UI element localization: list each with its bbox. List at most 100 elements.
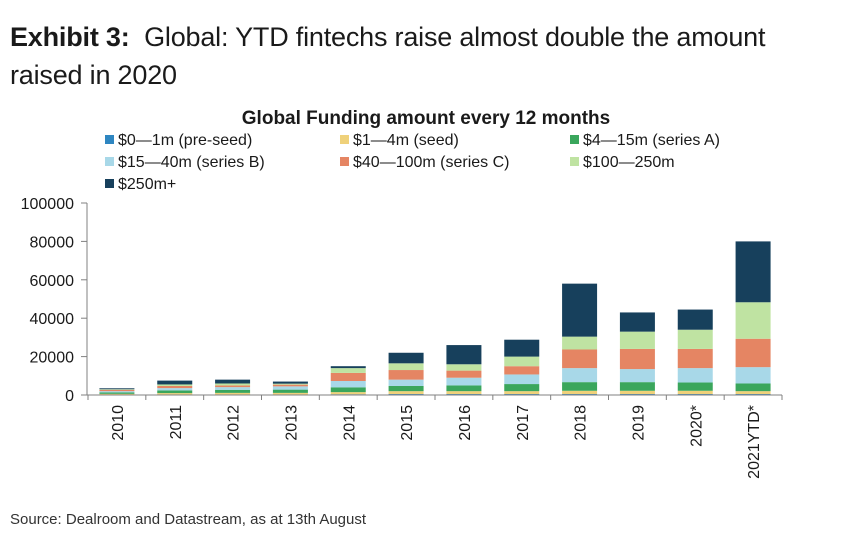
bar-segment xyxy=(330,368,366,373)
bar-segment xyxy=(677,309,713,330)
bar-segment xyxy=(388,385,424,392)
legend-swatch xyxy=(105,157,114,166)
bar-segment xyxy=(330,366,366,369)
chart-bars xyxy=(99,241,771,395)
y-tick-label: 80000 xyxy=(30,234,75,251)
legend-item: $1—4m (seed) xyxy=(340,132,459,149)
bar-segment xyxy=(619,348,655,370)
bar-segment xyxy=(157,384,193,386)
x-tick-label: 2013 xyxy=(283,405,300,441)
bar-segment xyxy=(272,383,308,385)
bar-segment xyxy=(562,349,598,369)
x-tick-label: 2016 xyxy=(457,405,474,441)
bar-segment xyxy=(504,339,540,357)
legend-item: $15—40m (series B) xyxy=(105,154,265,171)
bar-segment xyxy=(446,345,482,365)
x-tick-label: 2012 xyxy=(226,405,243,441)
legend-swatch xyxy=(570,157,579,166)
bar-segment xyxy=(388,379,424,386)
bar-stack xyxy=(677,309,713,395)
bar-segment xyxy=(215,387,251,390)
bar-segment xyxy=(388,352,424,364)
bar-segment xyxy=(562,390,598,395)
exhibit-heading: Exhibit 3: Global: YTD fintechs raise al… xyxy=(10,18,836,94)
x-tick-label: 2018 xyxy=(573,405,590,441)
bar-segment xyxy=(504,384,540,392)
legend-item: $40—100m (series C) xyxy=(340,154,510,171)
bar-segment xyxy=(272,384,308,387)
bar-segment xyxy=(562,382,598,391)
bar-segment xyxy=(99,391,135,393)
legend-label: $15—40m (series B) xyxy=(118,154,265,171)
bar-segment xyxy=(619,331,655,349)
y-tick-label: 60000 xyxy=(30,273,75,290)
bar-segment xyxy=(562,283,598,337)
x-tick-label: 2017 xyxy=(515,405,532,441)
bar-segment xyxy=(388,391,424,395)
bar-segment xyxy=(99,389,135,392)
bar-stack xyxy=(272,381,308,395)
chart-title: Global Funding amount every 12 months xyxy=(242,108,610,129)
bar-segment xyxy=(272,392,308,395)
legend-label: $4—15m (series A) xyxy=(583,132,720,149)
bar-segment xyxy=(157,393,193,395)
bar-segment xyxy=(215,389,251,393)
bar-segment xyxy=(272,389,308,393)
bar-segment xyxy=(677,348,713,369)
y-tick-label: 0 xyxy=(65,388,74,405)
exhibit-title: Global: YTD fintechs raise almost double… xyxy=(10,22,766,90)
bar-segment xyxy=(215,392,251,395)
legend-label: $250m+ xyxy=(118,176,176,193)
bar-segment xyxy=(677,329,713,349)
source-note: Source: Dealroom and Datastream, as at 1… xyxy=(10,511,367,528)
bar-segment xyxy=(388,370,424,380)
bar-segment xyxy=(388,363,424,371)
bar-segment xyxy=(735,367,771,384)
x-tick-label: 2020* xyxy=(688,405,705,447)
bar-segment xyxy=(735,391,771,395)
bar-segment xyxy=(562,368,598,383)
bar-segment xyxy=(157,388,193,391)
bar-segment xyxy=(99,389,135,390)
bar-segment xyxy=(215,383,251,386)
bar-segment xyxy=(272,386,308,390)
x-tick-label: 2015 xyxy=(399,405,416,441)
bar-segment xyxy=(735,338,771,368)
bar-segment xyxy=(446,391,482,395)
bar-stack xyxy=(446,345,482,395)
bar-segment xyxy=(735,241,771,303)
bar-segment xyxy=(504,374,540,385)
bar-segment xyxy=(99,392,135,394)
legend-label: $100—250m xyxy=(583,154,675,171)
legend-item: $0—1m (pre-seed) xyxy=(105,132,252,149)
bar-stack xyxy=(330,366,366,395)
legend-label: $40—100m (series C) xyxy=(353,154,510,171)
legend-swatch xyxy=(340,157,349,166)
y-tick-label: 20000 xyxy=(30,350,75,367)
bar-stack xyxy=(215,379,251,395)
chart-legend: $0—1m (pre-seed) $1—4m (seed) $4—15m (seri… xyxy=(105,132,720,193)
bar-segment xyxy=(504,366,540,375)
bar-segment xyxy=(157,390,193,394)
bar-segment xyxy=(504,391,540,395)
bar-segment xyxy=(619,369,655,383)
bar-stack xyxy=(619,312,655,395)
bar-segment xyxy=(99,388,135,390)
bar-segment xyxy=(330,372,366,381)
bar-segment xyxy=(330,392,366,395)
bar-segment xyxy=(446,370,482,378)
x-tick-label: 2014 xyxy=(341,405,358,441)
bar-segment xyxy=(446,385,482,392)
bar-segment xyxy=(215,379,251,384)
bar-segment xyxy=(735,383,771,392)
bar-segment xyxy=(446,377,482,386)
bar-segment xyxy=(677,382,713,391)
bar-segment xyxy=(562,336,598,350)
bar-stack xyxy=(157,380,193,395)
legend-swatch xyxy=(105,135,114,144)
bar-stack xyxy=(504,339,540,395)
bar-segment xyxy=(619,312,655,332)
x-axis: 2010 2011 2012 2013 2014 2015 2016 2017 2018 2019… xyxy=(87,394,783,479)
bar-stack xyxy=(562,283,598,395)
